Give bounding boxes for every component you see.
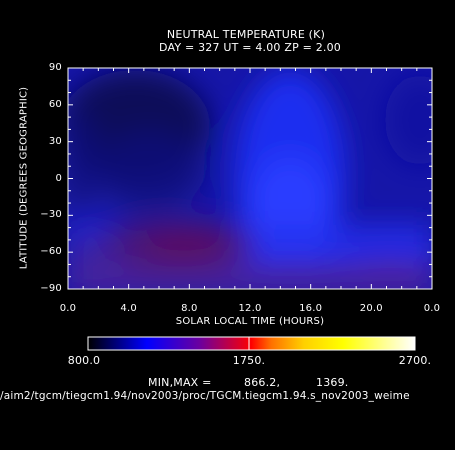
y-tick-label: 0 <box>55 172 62 184</box>
chart-title: NEUTRAL TEMPERATURE (K) <box>166 28 326 41</box>
colorbar-mid-label: 1750. <box>232 354 266 367</box>
colorbar-max-label: 2700. <box>398 354 432 367</box>
x-tick-label: 20.0 <box>359 303 383 314</box>
x-tick-label: 16.0 <box>299 303 323 314</box>
x-tick-label: 8.0 <box>181 303 198 314</box>
run-parameters: DAY = 327 UT = 4.00 ZP = 2.00 <box>158 41 342 54</box>
y-tick-label: 90 <box>48 62 62 73</box>
x-tick-label: 0.0 <box>59 303 77 314</box>
x-tick-label: 0.0 <box>423 303 441 314</box>
minmax-label: MIN,MAX = <box>148 376 212 389</box>
heatmap <box>68 68 432 289</box>
x-axis-label: SOLAR LOCAL TIME (HOURS) <box>175 316 325 327</box>
min-value: 866.2, <box>244 376 281 389</box>
x-tick-label: 12.0 <box>238 303 262 314</box>
y-tick-label: −90 <box>40 283 62 294</box>
max-value: 1369. <box>316 376 349 389</box>
file-path: /aim2/tgcm/tiegcm1.94/nov2003/proc/TGCM.… <box>0 390 410 402</box>
colorbar-min-label: 800.0 <box>67 354 101 367</box>
y-axis-label: LATITUDE (DEGREES GEOGRAPHIC) <box>18 86 30 270</box>
x-tick-label: 4.0 <box>120 303 137 314</box>
y-tick-label: −60 <box>40 246 62 258</box>
y-tick-label: 30 <box>48 135 62 147</box>
y-tick-label: −30 <box>40 209 62 221</box>
y-tick-label: 60 <box>48 98 62 110</box>
